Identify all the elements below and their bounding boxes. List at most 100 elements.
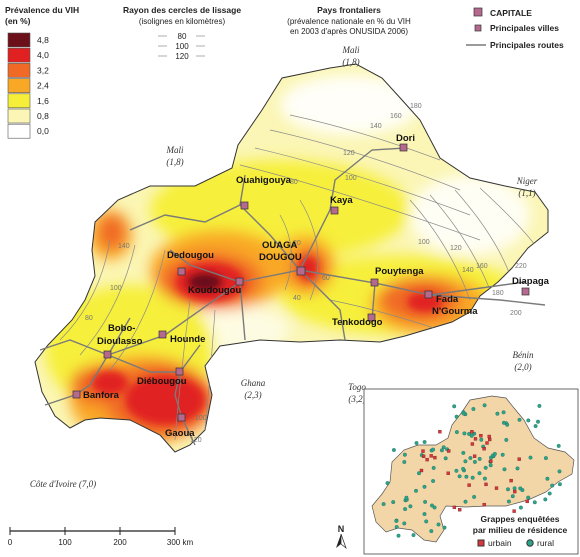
city-label-ouaga-1: OUAGA — [262, 240, 298, 251]
rural-cluster — [396, 533, 401, 538]
legend-swatch-label: 2,4 — [37, 81, 49, 91]
isoline-label: 100 — [195, 415, 207, 422]
country-cote-ivoire: Côte d'Ivoire (7,0) — [30, 479, 96, 489]
rural-cluster — [543, 456, 548, 461]
inset-title-1: Grappes enquêtées — [481, 514, 560, 524]
rural-cluster — [408, 504, 413, 509]
rural-cluster — [517, 417, 522, 422]
urban-cluster — [470, 442, 475, 446]
country-togo: Togo — [348, 382, 366, 392]
legend-smoothing-100: 100 — [175, 42, 189, 51]
town-marker — [235, 277, 244, 286]
town-marker — [103, 350, 112, 359]
country-niger-value: (1,1) — [518, 188, 535, 198]
rural-cluster — [454, 414, 459, 419]
rural-cluster — [471, 407, 476, 411]
city-label-gaoua: Gaoua — [165, 428, 195, 439]
town-marker — [240, 201, 249, 210]
rural-cluster — [443, 456, 448, 461]
urban-cluster — [419, 468, 424, 473]
town-marker — [158, 330, 167, 339]
rural-cluster — [422, 512, 427, 517]
rural-cluster — [463, 459, 468, 464]
rural-cluster — [417, 471, 421, 476]
urban-cluster — [482, 447, 486, 451]
town-marker — [370, 278, 379, 287]
isoline-label: 180 — [410, 103, 422, 110]
legend-swatch-label: 0,8 — [37, 111, 49, 121]
urban-cluster — [513, 489, 517, 494]
isoline-label: 180 — [492, 290, 504, 297]
city-label-fada-1: Fada — [436, 294, 459, 305]
country-togo-value: (3,2) — [348, 394, 365, 404]
inset-urban-symbol — [477, 539, 485, 547]
rural-cluster — [391, 448, 396, 452]
rural-cluster — [506, 499, 511, 504]
rural-cluster — [504, 437, 509, 442]
isoline-label: 140 — [370, 123, 382, 130]
urban-cluster — [494, 486, 499, 490]
rural-cluster — [506, 487, 510, 492]
rural-cluster — [467, 431, 472, 436]
rural-cluster — [528, 455, 533, 460]
isoline-label: 80 — [85, 315, 93, 322]
rural-cluster — [536, 419, 540, 424]
legend-roads: Principales routes — [490, 40, 564, 50]
isoline-label: 220 — [515, 263, 527, 270]
city-label-ouahigouya: Ouahigouya — [236, 175, 292, 186]
rural-cluster — [439, 448, 444, 453]
legend-swatch — [7, 63, 31, 78]
isoline-label: 140 — [118, 243, 130, 250]
rural-cluster — [402, 521, 407, 526]
city-label-kaya: Kaya — [330, 195, 353, 206]
rural-cluster — [550, 483, 555, 488]
rural-cluster — [488, 463, 493, 468]
north-arrow-icon: N — [336, 524, 347, 550]
rural-cluster — [381, 502, 386, 507]
legend-prevalence: Prévalence du VIH (en %) 4,8 4,0 3,2 2,4 1,6… — [5, 5, 79, 139]
town-marker — [424, 290, 433, 299]
rural-cluster — [457, 474, 462, 479]
rural-cluster — [431, 479, 436, 483]
rural-cluster — [441, 445, 446, 450]
urban-cluster — [479, 434, 483, 438]
isoline-label: 60 — [322, 275, 330, 282]
city-label-dori: Dori — [396, 133, 415, 144]
rural-cluster — [436, 522, 441, 527]
rural-cluster — [461, 466, 466, 471]
legend-smoothing-title-1: Rayon des cercles de lissage — [123, 5, 241, 15]
rural-cluster — [526, 418, 531, 423]
isoline-label: 120 — [343, 150, 355, 157]
inset-rural-label: rural — [537, 538, 554, 548]
urban-cluster — [525, 499, 529, 504]
rural-cluster — [501, 420, 506, 425]
urban-cluster — [482, 502, 486, 507]
rural-cluster — [431, 465, 436, 470]
rural-cluster — [532, 500, 537, 505]
scale-tick-0: 0 — [8, 538, 13, 547]
urban-cluster — [446, 471, 450, 475]
legend-swatch — [7, 108, 31, 124]
city-label-fada-2: N'Gourma — [432, 306, 478, 317]
inset-rural-symbol — [526, 539, 534, 547]
city-label-dedougou: Dedougou — [167, 250, 214, 261]
urban-cluster — [425, 457, 429, 462]
isoline-label: 100 — [418, 239, 430, 246]
town-marker — [330, 206, 339, 215]
rural-cluster — [515, 466, 520, 471]
rural-cluster — [431, 447, 436, 452]
rural-cluster — [403, 507, 408, 512]
rural-cluster — [462, 431, 467, 436]
inset-urban-label: urbain — [488, 538, 512, 548]
legend-towns: Principales villes — [490, 23, 559, 33]
country-mali-west: Mali — [166, 145, 184, 155]
isoline-label: 120 — [450, 245, 462, 252]
city-label-diebougou: Diébougou — [137, 376, 187, 387]
isoline-label: 200 — [510, 310, 522, 317]
legend-smoothing-120: 120 — [175, 52, 189, 61]
isoline-label: 140 — [462, 267, 474, 274]
rural-cluster — [477, 471, 482, 476]
rural-cluster — [402, 452, 407, 457]
legend-swatch-label: 0,0 — [37, 126, 49, 136]
country-ghana-value: (2,3) — [244, 390, 261, 400]
